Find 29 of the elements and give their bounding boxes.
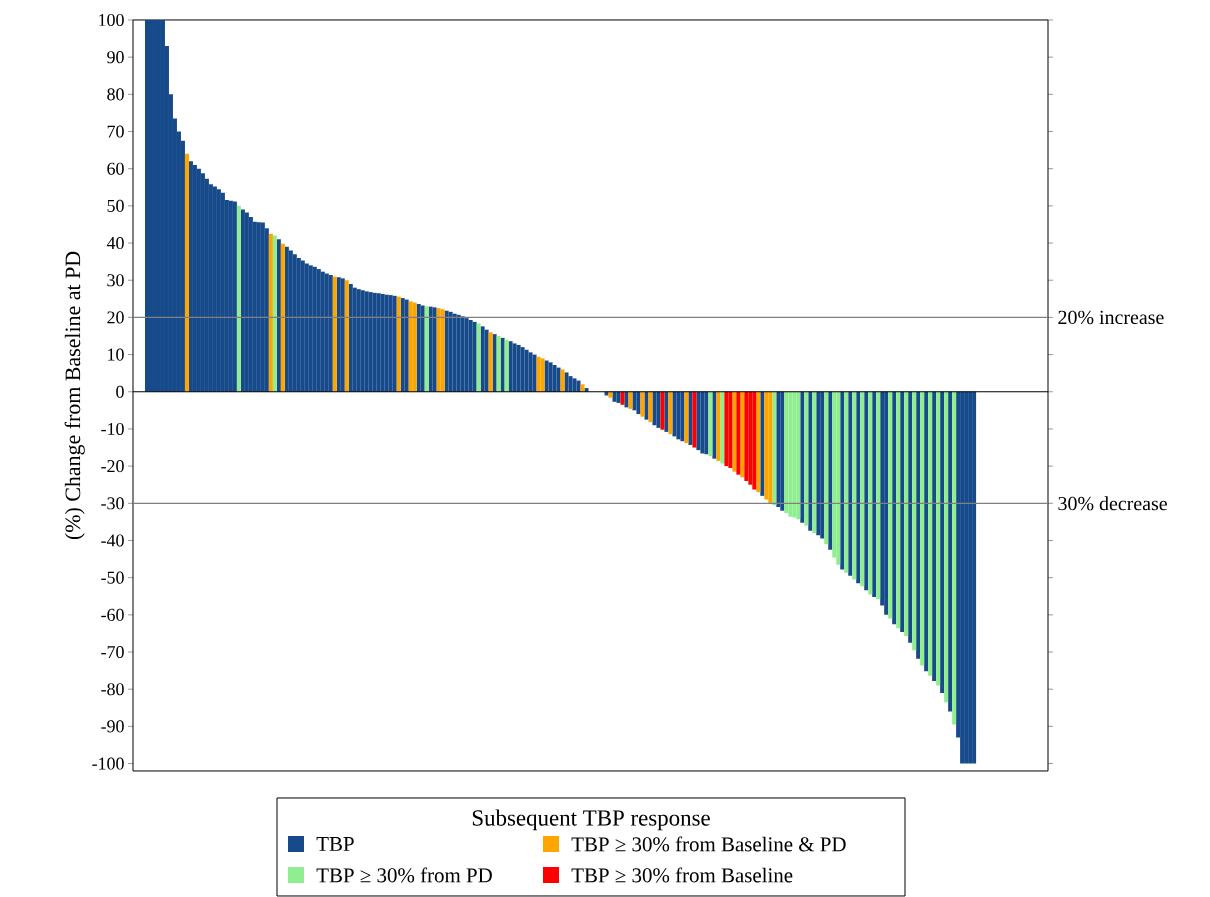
y-tick-label: 30 <box>107 274 124 287</box>
y-tick-label: -30 <box>101 497 124 510</box>
legend-label: TBP ≥ 30% from PD <box>316 867 492 883</box>
y-tick-label: 90 <box>107 51 124 64</box>
y-tick-label: 0 <box>116 385 124 398</box>
y-tick-label: -100 <box>92 757 124 770</box>
y-tick-label: -40 <box>101 534 124 547</box>
ref-line-label: 20% increase <box>1058 310 1164 325</box>
ref-line-label: 30% decrease <box>1058 496 1167 511</box>
y-tick-label: -80 <box>101 683 124 696</box>
y-tick-label: -10 <box>101 422 124 435</box>
y-tick-label: -20 <box>101 460 124 473</box>
legend-label: TBP ≥ 30% from Baseline & PD <box>571 836 846 852</box>
legend-label: TBP <box>316 837 354 851</box>
legend-title: Subsequent TBP response <box>472 809 710 831</box>
y-tick-label: 80 <box>107 88 124 101</box>
y-tick-label: -90 <box>101 720 124 733</box>
y-tick-label: -50 <box>101 571 124 584</box>
y-tick-label: 50 <box>107 199 124 212</box>
y-tick-label: 100 <box>99 13 124 27</box>
legend-label: TBP ≥ 30% from Baseline <box>571 867 793 883</box>
y-tick-label: 60 <box>107 162 124 175</box>
y-tick-label: -70 <box>101 645 124 659</box>
y-tick-label: 70 <box>107 125 124 138</box>
y-tick-label: 20 <box>107 311 124 324</box>
y-tick-label: 10 <box>108 348 124 361</box>
y-tick-label: -60 <box>101 608 124 621</box>
y-tick-label: 40 <box>106 237 124 250</box>
y-axis-title: (%) Change from Baseline at PD <box>64 251 85 540</box>
